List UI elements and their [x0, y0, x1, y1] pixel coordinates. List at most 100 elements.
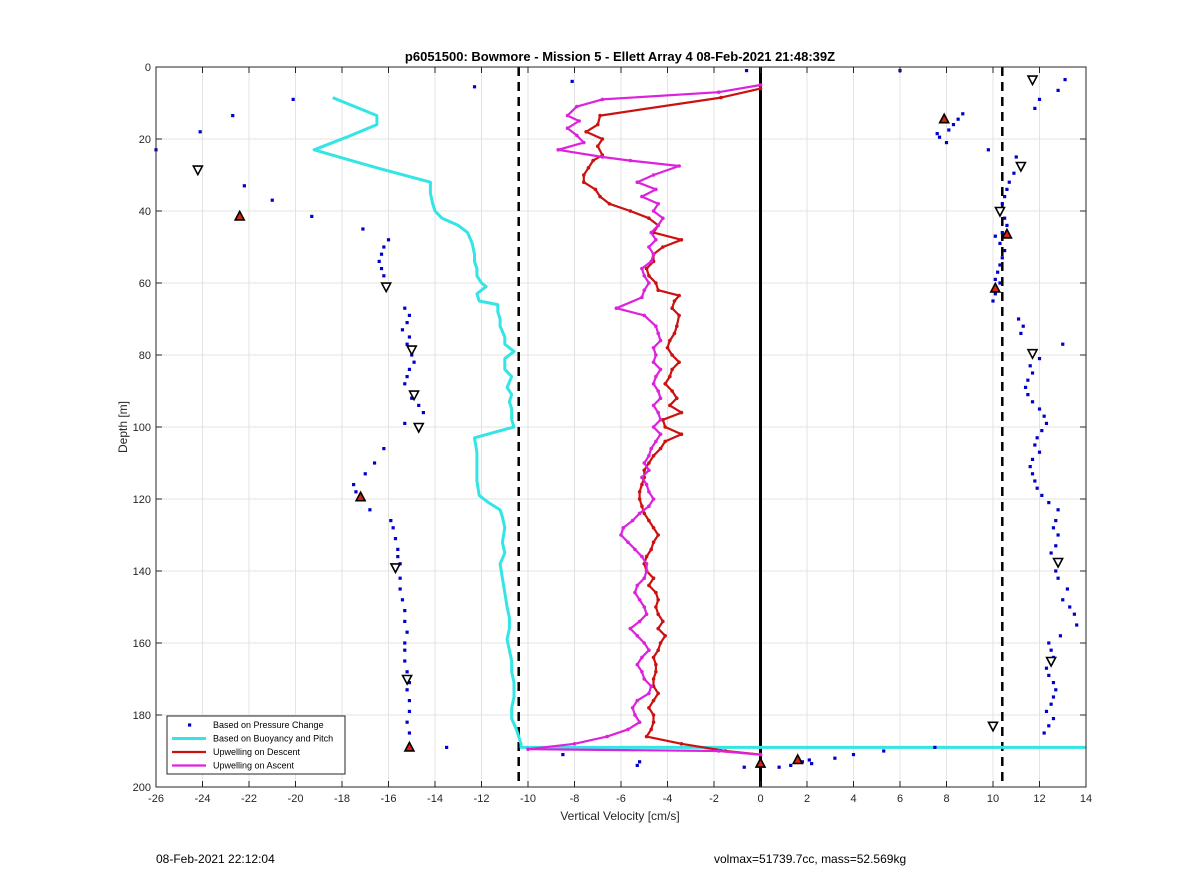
x-tick-label: 8 [943, 793, 949, 805]
pressure-change-point [1042, 414, 1046, 418]
upwelling-ascent-point [640, 295, 644, 300]
upwelling-descent-point [584, 130, 588, 134]
pressure-change-point [1047, 641, 1051, 645]
upwelling-ascent-point [651, 346, 656, 350]
triangle-up-marker [989, 281, 1002, 293]
upwelling-ascent-point [649, 259, 654, 264]
pressure-change-point [570, 79, 574, 83]
upwelling-ascent-point [647, 490, 651, 494]
upwelling-ascent-point [637, 511, 642, 516]
upwelling-ascent-point [658, 367, 663, 372]
triangle-down-marker [380, 282, 393, 294]
upwelling-ascent-point [614, 306, 619, 311]
pressure-change-point [1042, 731, 1046, 735]
pressure-change-point [1033, 479, 1037, 483]
pressure-change-point [391, 526, 395, 530]
upwelling-descent-point [670, 389, 674, 393]
upwelling-ascent-point [577, 119, 581, 123]
upwelling-ascent-point [647, 504, 651, 509]
upwelling-ascent-point [635, 698, 640, 703]
legend: Based on Pressure Change Based on Buoyanc… [166, 715, 346, 775]
x-tick-label: -14 [427, 793, 443, 805]
upwelling-descent-point [656, 612, 660, 616]
pressure-change-point [412, 360, 416, 364]
pressure-change-point [1028, 465, 1032, 469]
pressure-change-point [998, 241, 1002, 245]
upwelling-descent-point [654, 670, 658, 674]
pressure-change-point [421, 411, 425, 415]
upwelling-ascent-point [642, 288, 647, 293]
y-tick-label: 100 [133, 422, 151, 434]
upwelling-ascent-point [635, 662, 640, 667]
pressure-change-point [417, 403, 421, 407]
triangle-down-marker [192, 165, 204, 177]
pressure-change-point [403, 648, 407, 652]
upwelling-descent-point [672, 299, 677, 303]
pressure-change-point [947, 128, 951, 132]
upwelling-descent-point [640, 504, 644, 509]
pressure-change-point [379, 267, 384, 271]
pressure-change-point [1023, 385, 1028, 389]
pressure-change-point [398, 576, 402, 580]
x-tick-label: 12 [1033, 793, 1045, 805]
x-tick-label: -22 [241, 793, 257, 805]
upwelling-descent-point [656, 533, 660, 537]
pressure-change-point [393, 537, 398, 541]
upwelling-descent-point [595, 122, 600, 127]
upwelling-ascent-point [649, 684, 654, 688]
upwelling-descent-point [582, 173, 586, 177]
pressure-change-point [1054, 688, 1058, 692]
upwelling-ascent-point [658, 418, 663, 422]
pressure-change-point [1075, 623, 1079, 627]
upwelling-ascent-point [651, 382, 656, 386]
pressure-change-point [398, 587, 402, 591]
upwelling-ascent-point [649, 230, 654, 235]
pressure-change-point [1000, 202, 1004, 206]
y-tick-label: 80 [139, 350, 151, 362]
legend-swatch-pressure [188, 723, 192, 727]
upwelling-descent-point [595, 144, 600, 148]
upwelling-descent-point [675, 396, 679, 401]
upwelling-descent-point [677, 360, 681, 365]
upwelling-descent-point [661, 619, 665, 624]
upwelling-ascent-point [640, 554, 644, 559]
upwelling-ascent-point [628, 626, 633, 631]
legend-box [166, 715, 346, 775]
upwelling-ascent-point [656, 389, 660, 393]
upwelling-ascent-point [658, 432, 663, 437]
upwelling-descent-point [668, 403, 672, 408]
upwelling-ascent-point [644, 562, 649, 566]
x-tick-label: 2 [804, 793, 810, 805]
x-tick-label: -2 [709, 793, 719, 805]
upwelling-ascent-point [633, 713, 637, 717]
upwelling-descent-point [675, 324, 679, 329]
pressure-change-point [405, 688, 409, 692]
axis-ticks: -26 -24 -22 -20 -18 -16 -14 -12 -10 -8 -6 -4 -2 0 2 4 6 8… [133, 62, 1092, 805]
pressure-change-point [1030, 371, 1035, 375]
upwelling-descent-point [642, 511, 647, 516]
pressure-change-point [638, 760, 642, 764]
pressure-change-point [1003, 195, 1007, 199]
pressure-change-point [407, 709, 412, 713]
pressure-change-point [1056, 533, 1060, 537]
pressure-change-point [403, 659, 407, 663]
upwelling-descent-point [668, 338, 672, 343]
y-tick-label: 140 [133, 566, 151, 578]
pressure-change-point [777, 765, 781, 769]
pressure-change-point [998, 263, 1002, 267]
upwelling-ascent-point [644, 612, 649, 616]
pressure-change-point [1047, 724, 1051, 728]
pressure-change-point [382, 245, 386, 249]
upwelling-descent-point [679, 238, 684, 242]
buoyancy-pitch-line [312, 96, 1086, 749]
pressure-change-point [810, 762, 814, 766]
y-tick-label: 60 [139, 278, 151, 290]
y-tick-label: 40 [139, 206, 151, 218]
pressure-change-point [386, 238, 391, 242]
upwelling-descent-point [582, 180, 586, 184]
pressure-change-point [389, 519, 393, 523]
pressure-change-point [405, 321, 409, 325]
upwelling-ascent-point [637, 619, 642, 624]
pressure-change-point [198, 130, 202, 134]
pressure-change-point [270, 198, 274, 202]
